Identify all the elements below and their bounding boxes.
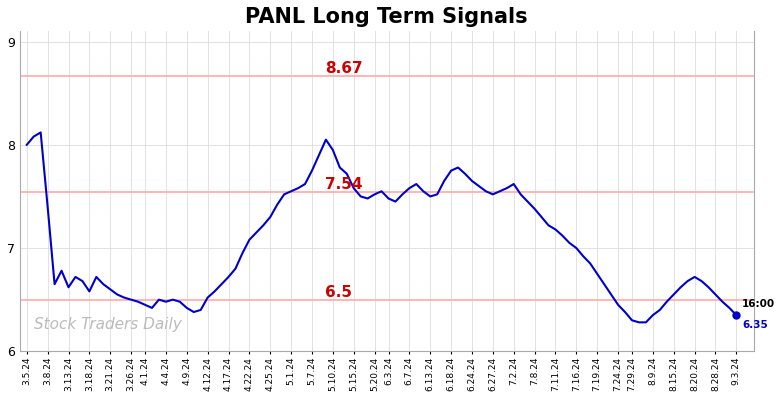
- Text: 16:00: 16:00: [742, 299, 775, 309]
- Text: 7.54: 7.54: [325, 177, 362, 192]
- Text: 8.67: 8.67: [325, 60, 362, 76]
- Title: PANL Long Term Signals: PANL Long Term Signals: [245, 7, 528, 27]
- Text: 6.35: 6.35: [742, 320, 768, 330]
- Text: 6.5: 6.5: [325, 285, 352, 300]
- Text: Stock Traders Daily: Stock Traders Daily: [34, 317, 182, 332]
